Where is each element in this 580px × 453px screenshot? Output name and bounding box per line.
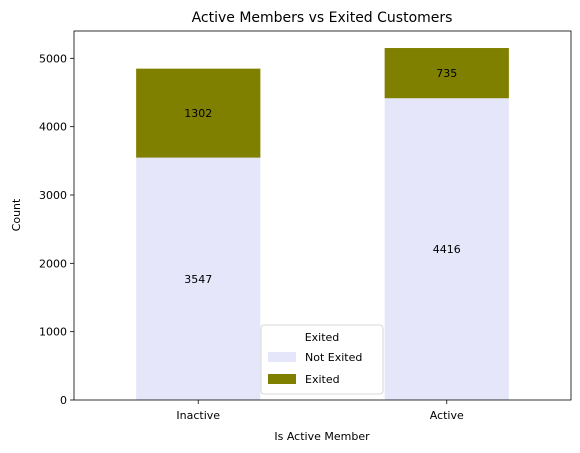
legend-title: Exited (305, 331, 340, 344)
y-tick-label-5000: 5000 (39, 52, 67, 65)
legend-swatch-exited (268, 374, 296, 384)
y-tick-label-1000: 1000 (39, 326, 67, 339)
data-labels-group: 3547 1302 4416 735 (184, 67, 461, 286)
data-label-inactive-not-exited: 3547 (184, 273, 212, 286)
legend-label-not-exited: Not Exited (305, 351, 362, 364)
bar-inactive-exited (136, 68, 261, 158)
data-label-active-not-exited: 4416 (433, 243, 461, 256)
y-tick-label-3000: 3000 (39, 189, 67, 202)
data-label-inactive-exited: 1302 (184, 107, 212, 120)
y-tick-label-4000: 4000 (39, 121, 67, 134)
y-tick-label-0: 0 (60, 394, 67, 407)
chart-title: Active Members vs Exited Customers (192, 10, 453, 26)
y-axis: 0 1000 2000 3000 4000 5000 (39, 52, 74, 407)
bars-group (136, 48, 509, 401)
x-tick-label-inactive: Inactive (176, 409, 220, 422)
y-axis-label: Count (10, 198, 23, 231)
x-tick-label-active: Active (430, 409, 464, 422)
legend: Exited Not Exited Exited (260, 324, 384, 395)
plot-frame (73, 30, 572, 401)
y-tick-label-2000: 2000 (39, 257, 67, 270)
bar-active-not-exited (384, 98, 509, 401)
x-axis-label: Is Active Member (274, 430, 370, 443)
data-label-active-exited: 735 (436, 67, 457, 80)
bar-inactive-not-exited (136, 157, 261, 400)
legend-label-exited: Exited (305, 373, 340, 386)
x-axis: Inactive Active (176, 400, 464, 422)
bar-active-exited (384, 48, 509, 99)
legend-swatch-not-exited (268, 352, 296, 362)
